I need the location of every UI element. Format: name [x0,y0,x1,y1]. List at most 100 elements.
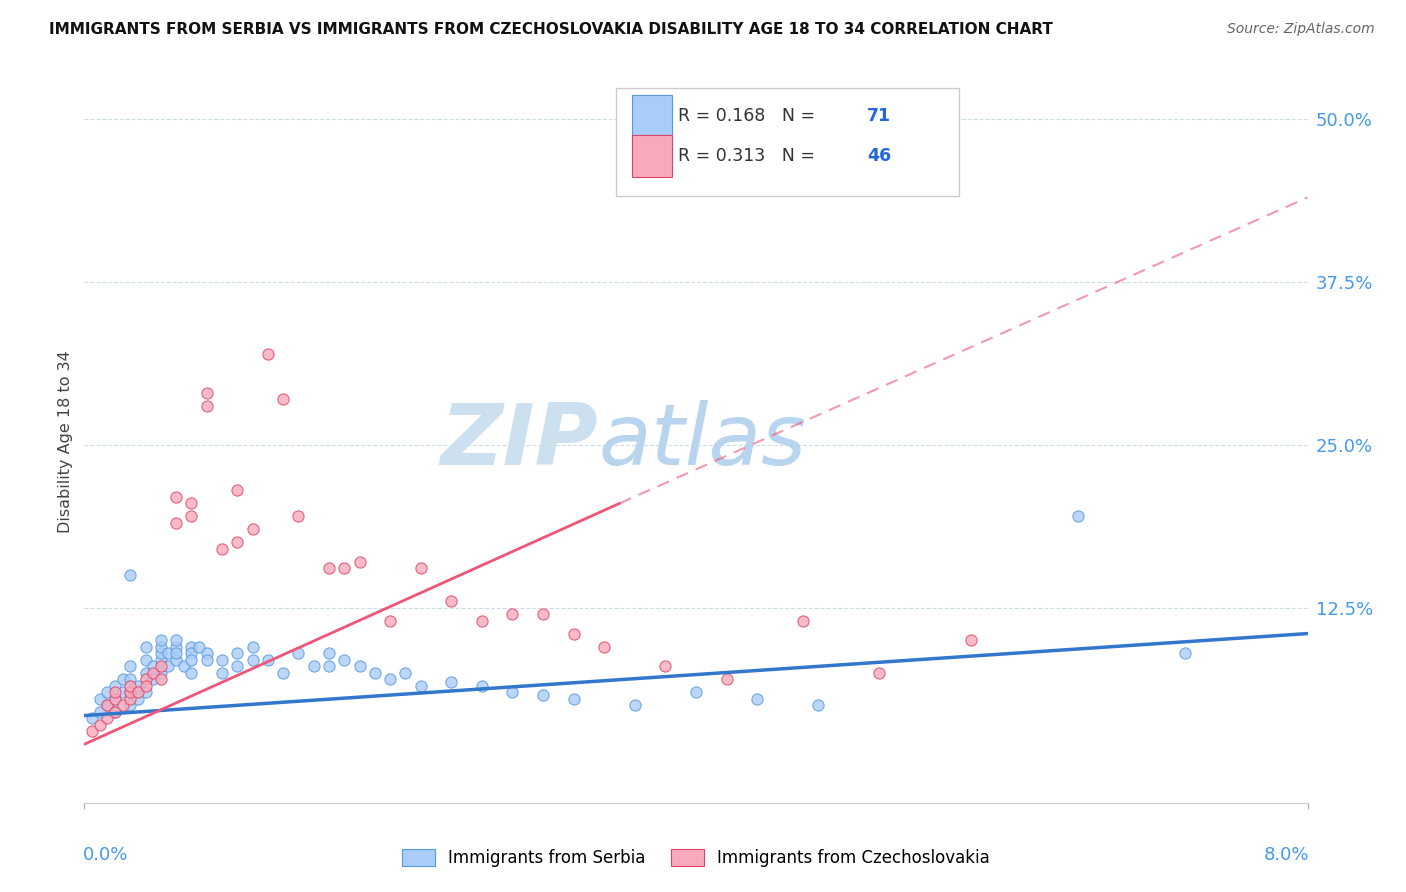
Point [409,561,432,575]
Point [226,535,249,549]
Text: IMMIGRANTS FROM SERBIA VS IMMIGRANTS FROM CZECHOSLOVAKIA DISABILITY AGE 18 TO 34: IMMIGRANTS FROM SERBIA VS IMMIGRANTS FRO… [49,22,1053,37]
Point [127,691,149,706]
Point [195,399,218,413]
Point [380,672,402,686]
Point [440,674,463,689]
Text: Source: ZipAtlas.com: Source: ZipAtlas.com [1227,22,1375,37]
Point [135,672,157,686]
Point [127,685,149,699]
Point [226,659,249,673]
Point [211,665,233,680]
Text: 8.0%: 8.0% [1264,847,1309,864]
Point [142,672,165,686]
Point [104,691,127,706]
Point [180,646,202,660]
Point [96,711,118,725]
Text: ZIP: ZIP [440,400,598,483]
Point [180,652,202,666]
Y-axis label: Disability Age 18 to 34: Disability Age 18 to 34 [58,351,73,533]
Point [394,665,416,680]
Point [242,523,264,537]
Text: R = 0.168   N =: R = 0.168 N = [678,107,820,126]
Point [562,691,585,706]
Point [807,698,830,713]
Point [242,652,264,666]
Point [593,640,616,654]
Point [120,691,142,706]
Point [211,652,233,666]
Point [135,665,157,680]
Text: 0.0%: 0.0% [83,847,128,864]
Point [195,646,218,660]
Point [257,652,280,666]
Point [157,659,180,673]
Text: 71: 71 [868,107,891,126]
Point [180,509,202,524]
FancyBboxPatch shape [616,87,959,196]
Point [135,652,157,666]
Point [120,698,142,713]
Point [318,659,340,673]
Point [180,640,202,654]
Point [531,688,554,702]
Point [1067,509,1090,524]
Point [409,679,432,693]
Point [716,672,738,686]
FancyBboxPatch shape [633,95,672,137]
Point [271,665,294,680]
Point [149,659,172,673]
Point [104,705,127,719]
Point [349,555,371,569]
Point [104,685,127,699]
Point [242,640,264,654]
Point [120,679,142,693]
Point [471,614,494,628]
Point [120,672,142,686]
Point [226,646,249,660]
Point [180,665,202,680]
FancyBboxPatch shape [633,135,672,178]
Point [195,652,218,666]
Point [120,685,142,699]
Point [165,652,187,666]
Point [142,665,165,680]
Point [502,607,524,621]
Point [111,685,134,699]
Point [349,659,371,673]
Point [80,711,103,725]
Point [120,568,142,582]
Point [188,640,211,654]
Point [180,496,202,510]
Point [135,679,157,693]
Point [149,672,172,686]
Point [165,490,187,504]
Point [165,633,187,648]
Point [287,646,309,660]
Point [654,659,676,673]
Point [333,561,356,575]
Point [531,607,554,621]
Point [960,633,983,648]
Point [89,691,111,706]
Point [120,685,142,699]
Point [380,614,402,628]
Point [135,685,157,699]
Point [318,561,340,575]
Point [364,665,387,680]
Text: 46: 46 [868,147,891,165]
Text: atlas: atlas [598,400,806,483]
Point [471,679,494,693]
Point [149,665,172,680]
Point [165,516,187,530]
Point [302,659,325,673]
Point [149,646,172,660]
Point [127,679,149,693]
Point [624,698,647,713]
Point [165,640,187,654]
Point [165,646,187,660]
Point [195,385,218,400]
Point [792,614,814,628]
Text: R = 0.313   N =: R = 0.313 N = [678,147,820,165]
Point [318,646,340,660]
Point [502,685,524,699]
